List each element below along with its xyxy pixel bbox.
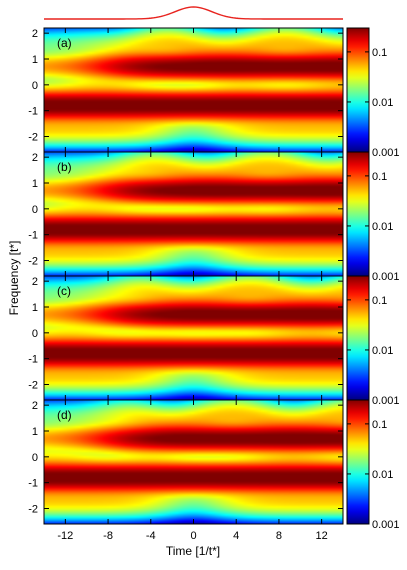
x-tick-label: -8 [103, 530, 113, 542]
y-tick-label: -2 [28, 256, 38, 268]
axes: 2 1 0 -1 -2 2 1 0 -1 -2 2 1 0 -1 -2 2 1 0 -1 -2 -12 -8 -4 0 4 8 12 [28, 28, 343, 542]
colorbar-tick-label: 0.01 [372, 221, 393, 233]
colorbars: 0.10.010.0010.10.010.0010.10.010.0010.10… [346, 27, 400, 531]
colorbar-tick-label: 0.001 [372, 395, 400, 407]
colorbar-tick-label: 0.1 [372, 419, 387, 431]
colorbar: 0.1 0.01 0.001 [346, 151, 400, 283]
y-tick-label: -2 [28, 504, 38, 516]
colorbar-gradient [346, 27, 370, 153]
y-tick-label: 0 [32, 328, 38, 340]
y-tick-label: 0 [32, 204, 38, 216]
y-tick-label: -1 [28, 354, 38, 366]
colorbar-gradient [346, 151, 370, 277]
colorbar-tick-label: 0.1 [372, 295, 387, 307]
panel-label: (d) [57, 408, 72, 422]
colorbar-tick-label: 0.01 [372, 345, 393, 357]
heatmap-panels: (a) (b) (c) (d) [43, 27, 344, 525]
y-tick-label: 2 [32, 152, 38, 164]
panel-c: (c) [43, 275, 344, 401]
colorbar-tick-label: 0.001 [372, 519, 400, 531]
x-axis-label: Time [1/t*] [166, 544, 220, 558]
y-tick-label: 1 [32, 54, 38, 66]
y-tick-label: 1 [32, 178, 38, 190]
colorbar-tick-label: 0.01 [372, 469, 393, 481]
colorbar: 0.1 0.01 0.001 [346, 27, 400, 159]
y-tick-label: -1 [28, 478, 38, 490]
colorbar-gradient [346, 399, 370, 525]
panel-label: (a) [57, 36, 72, 50]
y-axis-label: Frequency [t*] [7, 241, 21, 316]
y-tick-label: 1 [32, 302, 38, 314]
y-tick-label: 0 [32, 80, 38, 92]
x-tick-label: 8 [276, 530, 282, 542]
y-tick-label: 2 [32, 28, 38, 40]
panel-label: (b) [57, 160, 72, 174]
y-tick-label: 2 [32, 276, 38, 288]
colorbar: 0.1 0.01 0.001 [346, 275, 400, 407]
heatmap-image [44, 276, 343, 400]
colorbar-tick-label: 0.001 [372, 271, 400, 283]
panel-label: (c) [57, 284, 71, 298]
heatmap-image [44, 400, 343, 524]
colorbar-tick-label: 0.1 [372, 47, 387, 59]
panel-d: (d) [43, 399, 344, 525]
y-tick-label: 2 [32, 400, 38, 412]
y-tick-label: 1 [32, 426, 38, 438]
y-tick-label: 0 [32, 452, 38, 464]
x-tick-label: 12 [316, 530, 328, 542]
y-tick-label: -1 [28, 230, 38, 242]
x-tick-label: -12 [57, 530, 73, 542]
heatmap-image [44, 28, 343, 152]
colorbar: 0.1 0.01 0.001 [346, 399, 400, 531]
pulse-curve [44, 6, 343, 20]
panel-b: (b) [43, 151, 344, 277]
y-tick-label: -2 [28, 132, 38, 144]
x-tick-label: -4 [146, 530, 156, 542]
colorbar-tick-label: 0.01 [372, 97, 393, 109]
y-tick-label: -2 [28, 380, 38, 392]
colorbar-tick-label: 0.1 [372, 171, 387, 183]
y-tick-label: -1 [28, 106, 38, 118]
x-tick-label: 4 [233, 530, 239, 542]
heatmap-image [44, 152, 343, 276]
panel-a: (a) [43, 27, 344, 153]
pulse-curve-layer [44, 6, 343, 20]
colorbar-gradient [346, 275, 370, 401]
colorbar-tick-label: 0.001 [372, 147, 400, 159]
x-tick-label: 0 [190, 530, 196, 542]
